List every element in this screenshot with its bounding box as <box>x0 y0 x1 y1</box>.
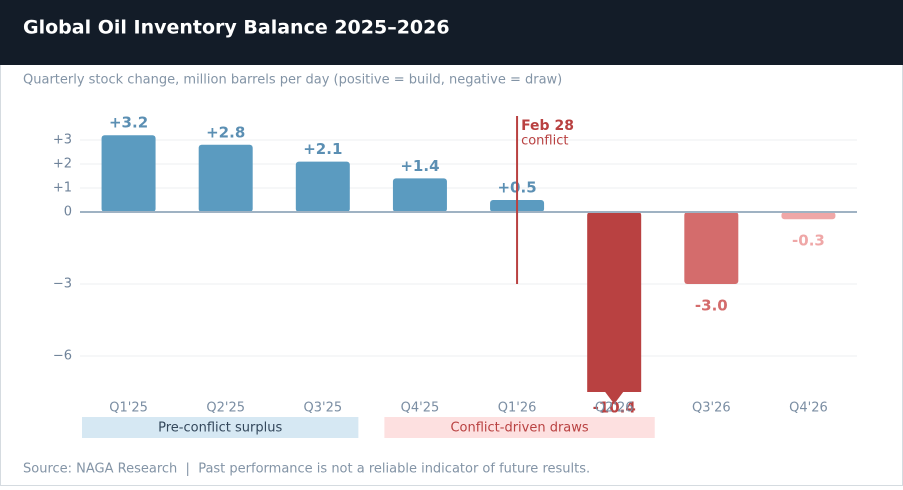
y-tick-label: −6 <box>53 349 72 364</box>
x-tick-label: Q1'26 <box>498 401 537 416</box>
x-tick-label: Q4'26 <box>789 401 828 416</box>
y-tick-label: +2 <box>53 157 72 172</box>
value-label: +2.1 <box>303 140 342 158</box>
chart-title: Global Oil Inventory Balance 2025–2026 <box>23 17 450 39</box>
bar <box>684 212 739 284</box>
x-tick-label: Q3'25 <box>304 401 343 416</box>
x-tick-label: Q3'26 <box>692 401 731 416</box>
header-band <box>0 0 903 65</box>
source-note: Source: NAGA Research | Past performance… <box>23 462 590 477</box>
annotation-title: Feb 28 <box>521 118 574 134</box>
value-label: -0.3 <box>792 232 825 250</box>
group-label: Conflict-driven draws <box>450 421 588 436</box>
x-tick-label: Q2'26 <box>595 401 634 416</box>
plot-area <box>101 135 836 392</box>
value-label: +1.4 <box>400 157 439 175</box>
bar <box>295 161 350 212</box>
x-tick-label: Q2'25 <box>206 401 245 416</box>
bar <box>392 178 447 212</box>
y-tick-label: +3 <box>53 133 72 148</box>
x-tick-label: Q1'25 <box>109 401 148 416</box>
bar <box>198 144 253 212</box>
bar <box>101 135 156 212</box>
bar <box>781 212 836 220</box>
value-label: +3.2 <box>109 114 148 132</box>
y-tick-label: +1 <box>53 181 72 196</box>
group-band <box>384 417 655 438</box>
value-label: -3.0 <box>695 297 728 315</box>
chart-subtitle: Quarterly stock change, million barrels … <box>23 73 562 88</box>
group-band <box>82 417 359 438</box>
y-tick-label: 0 <box>64 205 72 220</box>
annotation-text: conflict <box>521 134 568 149</box>
value-label: +2.8 <box>206 123 245 141</box>
x-tick-label: Q4'25 <box>401 401 440 416</box>
y-tick-label: −3 <box>53 277 72 292</box>
bar <box>587 212 642 392</box>
group-label: Pre-conflict surplus <box>158 421 282 436</box>
value-label: -10.4 <box>593 399 636 417</box>
overflow-arrow <box>605 392 624 404</box>
